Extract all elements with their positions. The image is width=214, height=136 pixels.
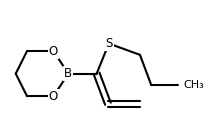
Text: S: S	[105, 37, 113, 50]
Text: B: B	[64, 67, 73, 80]
Text: O: O	[49, 45, 58, 58]
Text: CH₃: CH₃	[183, 80, 204, 90]
Text: O: O	[49, 90, 58, 103]
